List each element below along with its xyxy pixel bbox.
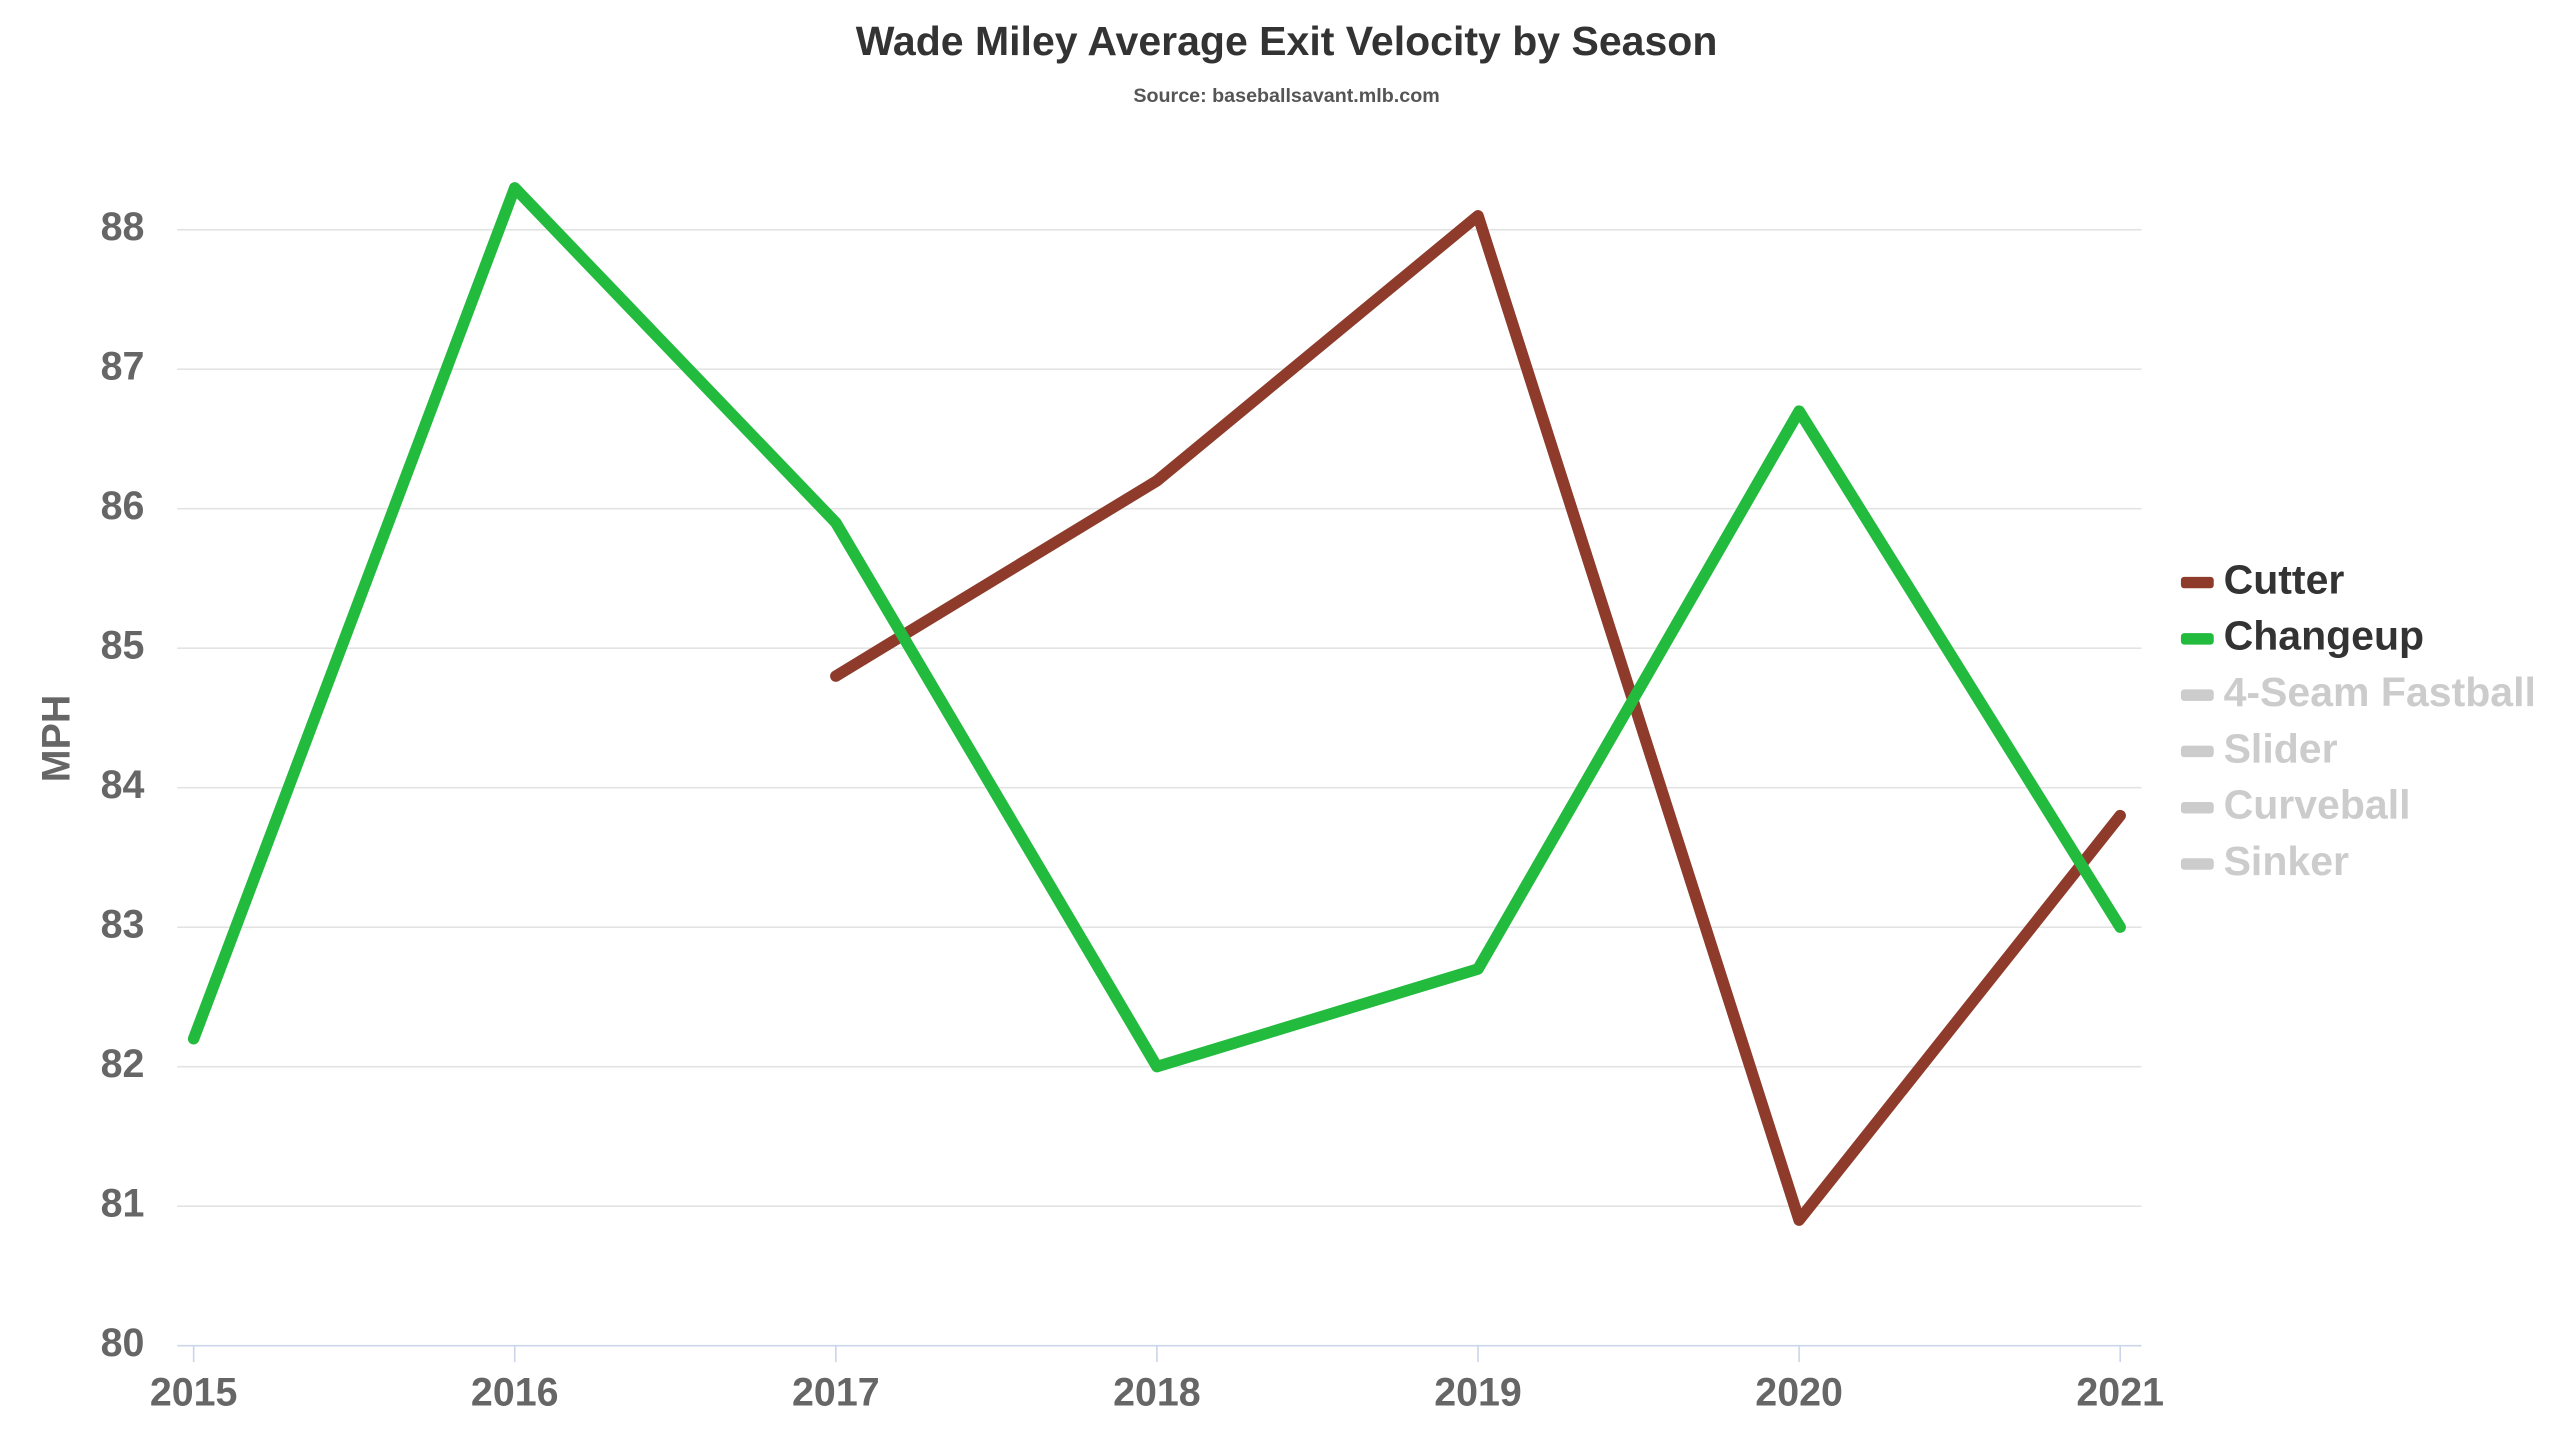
y-tick-label: 84: [101, 763, 145, 807]
y-tick-label: 86: [101, 484, 145, 528]
y-tick-label: 82: [101, 1042, 145, 1086]
legend-swatch[interactable]: [2180, 689, 2214, 701]
legend-swatch[interactable]: [2180, 745, 2214, 758]
chart-subtitle: Source: baseballsavant.mlb.com: [1133, 85, 1439, 107]
legend-label[interactable]: Changeup: [2224, 613, 2425, 659]
x-tick-label: 2021: [2076, 1370, 2164, 1414]
x-tick-label: 2017: [792, 1370, 880, 1414]
y-tick-label: 88: [101, 205, 145, 249]
legend-swatch[interactable]: [2180, 633, 2214, 645]
legend-label[interactable]: Curveball: [2224, 782, 2411, 828]
x-tick-label: 2019: [1434, 1370, 1522, 1414]
series-line: [187, 182, 2126, 1073]
legend-label[interactable]: Slider: [2224, 725, 2338, 771]
legend-label[interactable]: Cutter: [2224, 556, 2345, 602]
legend-label[interactable]: Sinker: [2224, 838, 2349, 884]
legend-swatch[interactable]: [2180, 801, 2214, 814]
y-tick-label: 83: [101, 903, 145, 947]
x-tick-label: 2016: [471, 1370, 559, 1414]
legend-swatch[interactable]: [2180, 858, 2214, 870]
legend-swatch[interactable]: [2180, 576, 2214, 589]
x-tick-label: 2020: [1755, 1370, 1843, 1414]
y-tick-label: 81: [101, 1182, 145, 1226]
y-tick-label: 87: [101, 345, 145, 389]
y-tick-label: 85: [101, 624, 145, 668]
y-axis-label: MPH: [34, 695, 78, 783]
series-line: [830, 210, 2126, 1226]
x-tick-label: 2015: [150, 1370, 238, 1414]
chart-title: Wade Miley Average Exit Velocity by Seas…: [856, 18, 1718, 64]
x-tick-label: 2018: [1113, 1370, 1201, 1414]
legend-label[interactable]: 4-Seam Fastball: [2224, 669, 2536, 715]
y-tick-label: 80: [101, 1321, 145, 1365]
